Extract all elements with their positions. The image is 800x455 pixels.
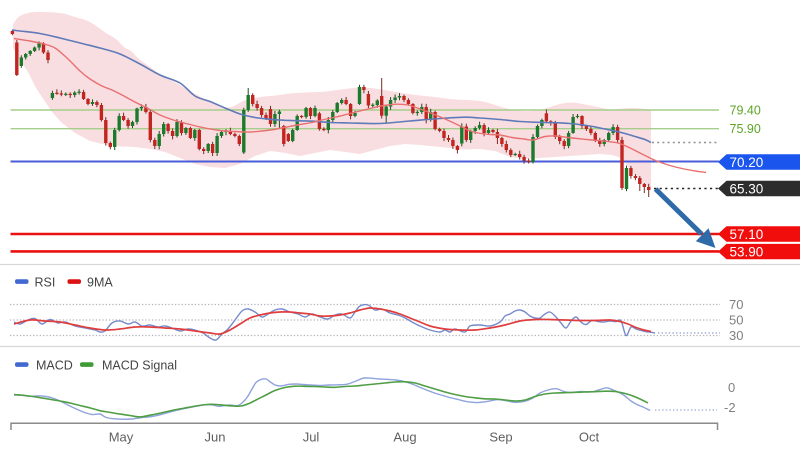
svg-text:75.90: 75.90 (730, 122, 761, 136)
svg-text:9MA: 9MA (87, 276, 113, 290)
svg-text:Sep: Sep (489, 430, 512, 445)
svg-text:Oct: Oct (579, 430, 600, 445)
svg-text:65.30: 65.30 (730, 181, 764, 196)
svg-text:70: 70 (729, 297, 743, 312)
svg-text:RSI: RSI (35, 276, 56, 290)
svg-text:MACD Signal: MACD Signal (102, 359, 177, 373)
svg-text:30: 30 (729, 328, 743, 343)
svg-text:53.90: 53.90 (730, 245, 764, 260)
svg-text:57.10: 57.10 (730, 227, 764, 242)
svg-text:0: 0 (728, 380, 735, 395)
svg-text:70.20: 70.20 (730, 155, 764, 170)
svg-text:MACD: MACD (36, 359, 73, 373)
svg-text:50: 50 (729, 313, 743, 328)
svg-text:79.40: 79.40 (730, 103, 761, 117)
svg-text:Aug: Aug (393, 430, 416, 445)
svg-text:Jun: Jun (205, 430, 226, 445)
svg-text:-2: -2 (724, 400, 736, 415)
svg-text:May: May (109, 430, 134, 445)
svg-text:Jul: Jul (303, 430, 320, 445)
